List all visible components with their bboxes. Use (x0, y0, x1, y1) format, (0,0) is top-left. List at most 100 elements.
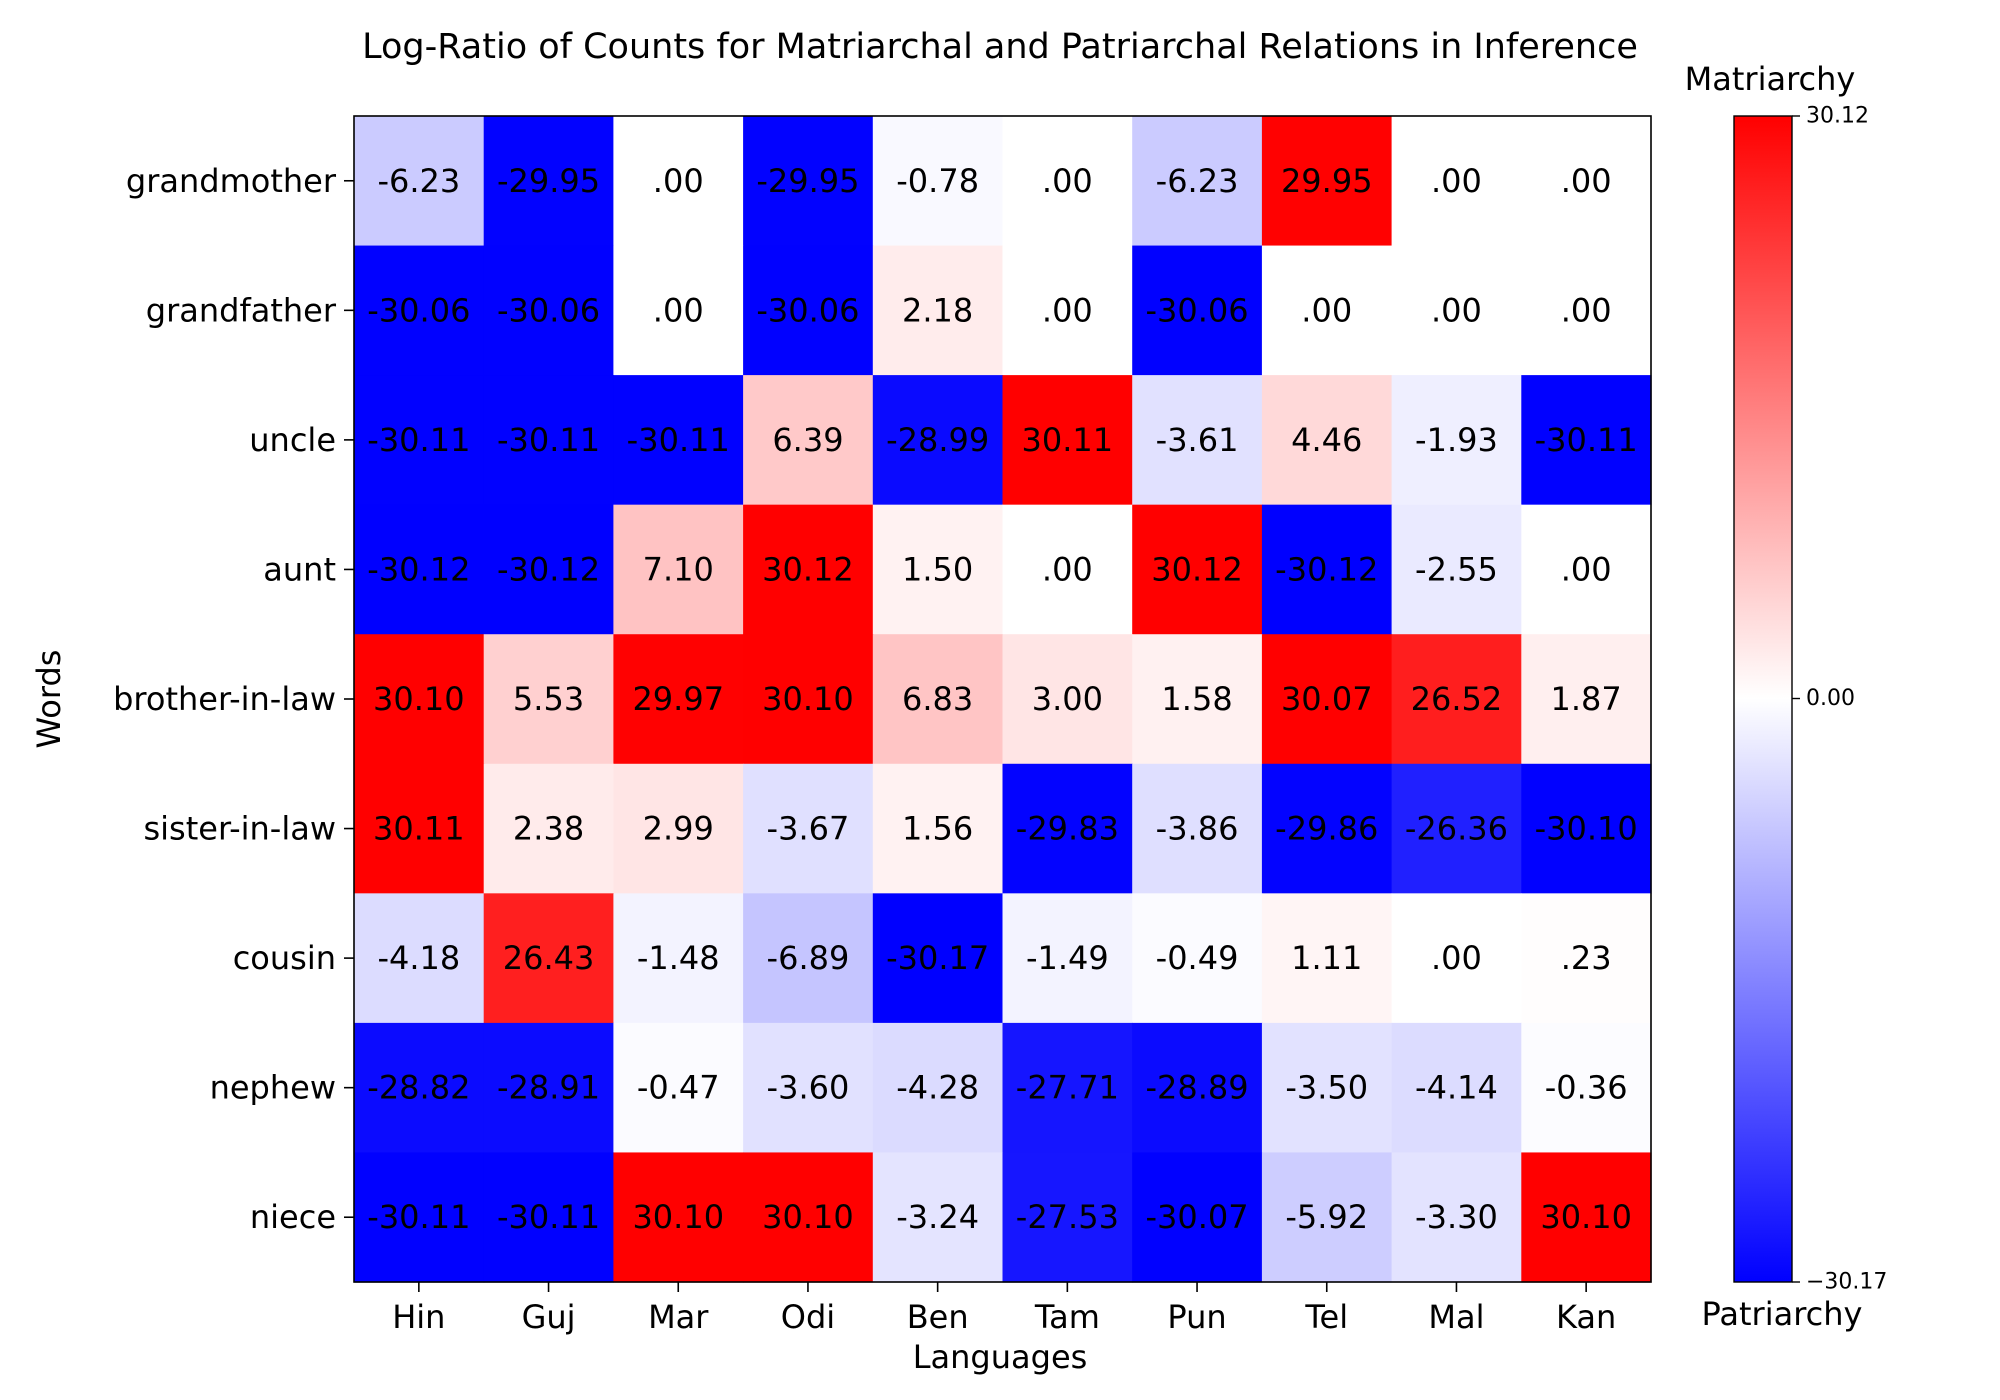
cell-value-label: -3.60 (767, 1069, 850, 1107)
heatmap-cell (1261, 634, 1393, 765)
y-tick-label: grandmother (126, 162, 337, 200)
heatmap-cell (1002, 504, 1133, 635)
heatmap-cell (483, 245, 614, 376)
cell-value-label: .23 (1561, 939, 1612, 977)
y-tick-label: uncle (249, 421, 336, 459)
heatmap-cell (1521, 893, 1652, 1024)
heatmap-cell (743, 634, 874, 765)
heatmap-cell (1521, 245, 1652, 376)
cell-value-label: -0.78 (896, 162, 979, 200)
cell-value-label: -30.06 (497, 291, 600, 329)
cell-value-label: -5.92 (1285, 1198, 1368, 1236)
cell-value-label: 30.10 (1540, 1198, 1632, 1236)
cell-value-label: -3.24 (896, 1198, 979, 1236)
heatmap-cell (1521, 634, 1652, 765)
y-axis-ticks: grandmother grandfather uncle aunt brother-i… (113, 162, 354, 1236)
heatmap-cell (354, 116, 485, 247)
heatmap-cell (483, 1152, 614, 1283)
heatmap-cell (872, 1152, 1004, 1283)
heatmap-cell (872, 245, 1004, 376)
heatmap-cell (1002, 375, 1133, 506)
cell-value-label: -3.86 (1156, 810, 1239, 848)
cell-value-label: .00 (1431, 939, 1482, 977)
cell-value-label: .00 (1042, 550, 1093, 588)
cell-value-label: .00 (1561, 550, 1612, 588)
heatmap-cell (354, 1152, 485, 1283)
cell-value-label: -30.17 (886, 939, 989, 977)
heatmap-cell (613, 893, 744, 1024)
cell-value-label: -3.61 (1156, 421, 1239, 459)
heatmap-cell (483, 375, 614, 506)
heatmap-cell (1132, 1152, 1263, 1283)
heatmap-cell (354, 375, 485, 506)
colorbar-tick-label: 30.12 (1806, 104, 1869, 129)
cell-value-label: 1.87 (1551, 680, 1622, 718)
cell-value-label: .00 (1431, 162, 1482, 200)
heatmap-cell (483, 116, 614, 247)
cell-value-label: -30.11 (367, 1198, 470, 1236)
heatmap-cell (1261, 893, 1393, 1024)
heatmap-cell (1002, 1152, 1133, 1283)
colorbar-ticks: 30.12 0.00 −30.17 (1792, 104, 1887, 1295)
cell-value-label: -28.89 (1145, 1069, 1248, 1107)
heatmap-cell (1391, 504, 1522, 635)
x-tick-label: Mar (648, 1298, 709, 1336)
cell-value-label: -1.93 (1415, 421, 1498, 459)
heatmap-cell (354, 893, 485, 1024)
cell-value-label: 7.10 (643, 550, 714, 588)
colorbar: Matriarchy Patriarchy 30.12 0.00 −30.17 (1685, 60, 1888, 1333)
x-tick-label: Tel (1304, 1298, 1348, 1336)
cell-value-label: .00 (1561, 291, 1612, 329)
heatmap-cell (483, 893, 614, 1024)
heatmap-cell (1391, 375, 1522, 506)
y-tick-label: sister-in-law (143, 810, 336, 848)
cell-value-label: 30.12 (1151, 550, 1243, 588)
cell-value-label: .00 (1431, 291, 1482, 329)
heatmap-cell (1261, 504, 1393, 635)
heatmap-cell (1132, 763, 1263, 894)
heatmap-cell (1132, 116, 1263, 247)
heatmap-cell (613, 116, 744, 247)
heatmap-cell (613, 1022, 744, 1154)
cell-value-label: -30.12 (1275, 550, 1378, 588)
heatmap-cell (354, 634, 485, 765)
heatmap-cell (1521, 375, 1652, 506)
cell-value-label: .00 (1561, 162, 1612, 200)
heatmap-cell (743, 504, 874, 635)
cell-value-label: -30.06 (756, 291, 859, 329)
heatmap-cell (872, 375, 1004, 506)
cell-value-label: 29.97 (632, 680, 724, 718)
heatmap-cell (1002, 634, 1133, 765)
heatmap-cell (743, 1022, 874, 1154)
heatmap-cell (1132, 893, 1263, 1024)
cell-value-label: -30.06 (1145, 291, 1248, 329)
x-axis-label: Languages (913, 1338, 1088, 1376)
cell-value-label: -29.83 (1016, 810, 1119, 848)
cell-value-label: 26.52 (1411, 680, 1503, 718)
y-tick-label: grandfather (146, 291, 337, 329)
cell-value-label: 2.38 (513, 810, 584, 848)
x-tick-label: Kan (1556, 1298, 1616, 1336)
cell-value-label: -30.06 (367, 291, 470, 329)
heatmap-cell (1261, 245, 1393, 376)
heatmap-cell (1002, 1022, 1133, 1154)
heatmap-cell (354, 763, 485, 894)
cell-value-label: -28.99 (886, 421, 989, 459)
cell-value-label: .00 (1301, 291, 1352, 329)
x-tick-label: Odi (781, 1298, 835, 1336)
y-tick-label: niece (250, 1198, 336, 1236)
heatmap-cell (1521, 1022, 1652, 1154)
heatmap-cell (872, 634, 1004, 765)
heatmap-cell (1391, 1022, 1522, 1154)
cell-value-label: -30.11 (627, 421, 730, 459)
cell-value-label: 26.43 (503, 939, 595, 977)
heatmap-cell (1391, 245, 1522, 376)
heatmap-cell (1521, 1152, 1652, 1283)
heatmap-cell (483, 504, 614, 635)
cell-value-label: 6.83 (902, 680, 973, 718)
cell-value-label: .00 (1042, 162, 1093, 200)
heatmap-cell (354, 504, 485, 635)
cell-value-label: -30.07 (1145, 1198, 1248, 1236)
cell-value-label: -30.12 (367, 550, 470, 588)
